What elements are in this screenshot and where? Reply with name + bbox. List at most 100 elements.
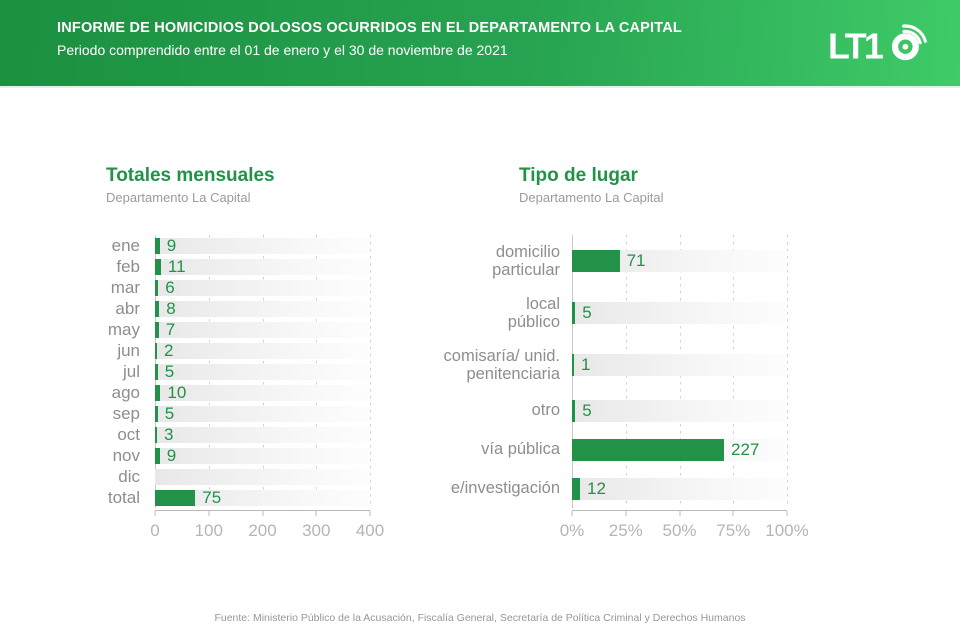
bar-plot: 5 bbox=[572, 399, 787, 422]
axis-tick bbox=[369, 511, 371, 516]
bar-row-jun: jun 2 bbox=[94, 340, 439, 361]
bar-plot: 9 bbox=[155, 235, 370, 255]
bar-plot: 3 bbox=[155, 424, 370, 444]
bar-value-label: 71 bbox=[626, 251, 646, 270]
bar-plot: 7 bbox=[155, 320, 370, 339]
bar bbox=[155, 342, 157, 359]
bar-plot: 1 bbox=[572, 354, 787, 376]
bar-value-label: 9 bbox=[166, 235, 177, 255]
bar bbox=[572, 477, 580, 500]
bar-value-label: 3 bbox=[164, 424, 174, 444]
axis-tick bbox=[262, 511, 263, 516]
bar-track bbox=[572, 250, 787, 272]
bar-row-abr: abr 8 bbox=[94, 298, 439, 319]
bar-track bbox=[155, 279, 370, 296]
signal-wave-icon bbox=[902, 29, 922, 45]
report-period: Periodo comprendido entre el 01 de enero… bbox=[57, 42, 508, 58]
bar-value-label: 10 bbox=[167, 382, 187, 402]
bar bbox=[155, 321, 159, 338]
bar bbox=[572, 250, 620, 272]
category-label: nov bbox=[112, 445, 140, 465]
bar-track bbox=[155, 258, 370, 275]
bar bbox=[155, 237, 160, 254]
axis-tick-label: 200 bbox=[248, 521, 277, 540]
bar-track bbox=[155, 405, 370, 422]
bar-plot: 8 bbox=[155, 298, 370, 318]
bar-row-ago: ago 10 bbox=[94, 382, 439, 403]
bar-plot: 5 bbox=[572, 302, 787, 324]
category-label: vía pública bbox=[481, 440, 560, 459]
bar-row-comisar-a-unid-penitenciaria: comisaría/ unid. penitenciaria 1 bbox=[420, 339, 820, 391]
axis-tick bbox=[625, 511, 627, 516]
bar-value-label: 9 bbox=[166, 445, 177, 465]
chart-head: Totales mensuales Departamento La Capita… bbox=[106, 165, 439, 205]
bar-plot: 9 bbox=[155, 445, 370, 465]
category-label: may bbox=[107, 319, 140, 339]
bar-value-label: 8 bbox=[166, 298, 176, 318]
bar-plot bbox=[155, 468, 370, 485]
bar-track bbox=[155, 237, 370, 254]
bar-value-label: 5 bbox=[164, 361, 175, 381]
axis-tick bbox=[154, 511, 156, 516]
bar-track bbox=[155, 384, 370, 401]
bar bbox=[155, 426, 157, 443]
axis-tick bbox=[208, 511, 210, 516]
axis-tick-label: 100% bbox=[765, 521, 809, 540]
bar-row-v-a-p-blica: vía pública 227 bbox=[420, 430, 820, 469]
bar-track bbox=[572, 354, 787, 376]
bar-row-oct: oct 3 bbox=[94, 424, 439, 445]
bar-track bbox=[155, 426, 370, 443]
category-label: domicilio particular bbox=[492, 242, 560, 279]
chart-subtitle: Departamento La Capital bbox=[106, 190, 251, 205]
bar bbox=[572, 438, 724, 461]
bar-value-label: 2 bbox=[164, 340, 174, 360]
axis-tick bbox=[679, 511, 680, 516]
lt10-logo-graphic: LT1 bbox=[828, 24, 927, 66]
category-label: jun bbox=[117, 340, 140, 360]
bar-rows: ene 9 feb 11 mar 6 abr 8 may 7 jun 2 jul 5 ago 10 sep 5 oc… bbox=[94, 235, 439, 508]
bar-track bbox=[155, 300, 370, 317]
bar-track bbox=[155, 363, 370, 380]
category-label: mar bbox=[110, 277, 140, 297]
gridline bbox=[370, 235, 371, 508]
bar-row-may: may 7 bbox=[94, 319, 439, 340]
logo-disc-center-dot bbox=[902, 43, 909, 50]
x-axis-labels: 0% 25% 50% 75% 100% bbox=[560, 521, 809, 543]
category-label: comisaría/ unid. penitenciaria bbox=[443, 346, 560, 383]
bar-track bbox=[572, 302, 787, 324]
axis-tick-label: 25% bbox=[608, 521, 643, 540]
bar bbox=[155, 405, 158, 422]
chart-totales-mensuales: Totales mensuales Departamento La Capita… bbox=[94, 165, 439, 543]
bar-value-label: 227 bbox=[731, 439, 760, 459]
category-label: total bbox=[107, 487, 140, 507]
bar-value-label: 5 bbox=[582, 400, 592, 420]
bar bbox=[155, 384, 161, 401]
axis-tick-label: 100 bbox=[194, 521, 223, 540]
chart-tipo-de-lugar: Tipo de lugar Departamento La Capital do… bbox=[420, 165, 820, 543]
axis-tick-label: 300 bbox=[302, 521, 331, 540]
bar-plot: 227 bbox=[572, 438, 787, 461]
bar-row-total: total 75 bbox=[94, 487, 439, 508]
bar-value-label: 5 bbox=[164, 403, 175, 423]
bar bbox=[572, 354, 574, 376]
signal-wave-icon bbox=[902, 24, 927, 43]
x-axis bbox=[571, 510, 788, 516]
chart-title: Totales mensuales bbox=[106, 165, 275, 186]
bar bbox=[155, 300, 160, 317]
bar bbox=[155, 279, 159, 296]
bar bbox=[572, 302, 576, 324]
bar-plot: 6 bbox=[155, 278, 370, 297]
bar-row-feb: feb 11 bbox=[94, 256, 439, 277]
bar-plot: 11 bbox=[155, 257, 370, 276]
axis-tick-label: 0% bbox=[559, 521, 585, 540]
bar-plot: 71 bbox=[572, 250, 787, 272]
bar-row-jul: jul 5 bbox=[94, 361, 439, 382]
axis-tick-label: 0 bbox=[150, 521, 160, 540]
bar-track bbox=[155, 342, 370, 359]
bar-track bbox=[155, 468, 370, 485]
bar-track bbox=[572, 477, 787, 500]
bar-row-otro: otro 5 bbox=[420, 391, 820, 430]
category-label: oct bbox=[117, 424, 140, 444]
chart-body: domicilio particular 71 local público 5 comisa… bbox=[420, 235, 820, 543]
